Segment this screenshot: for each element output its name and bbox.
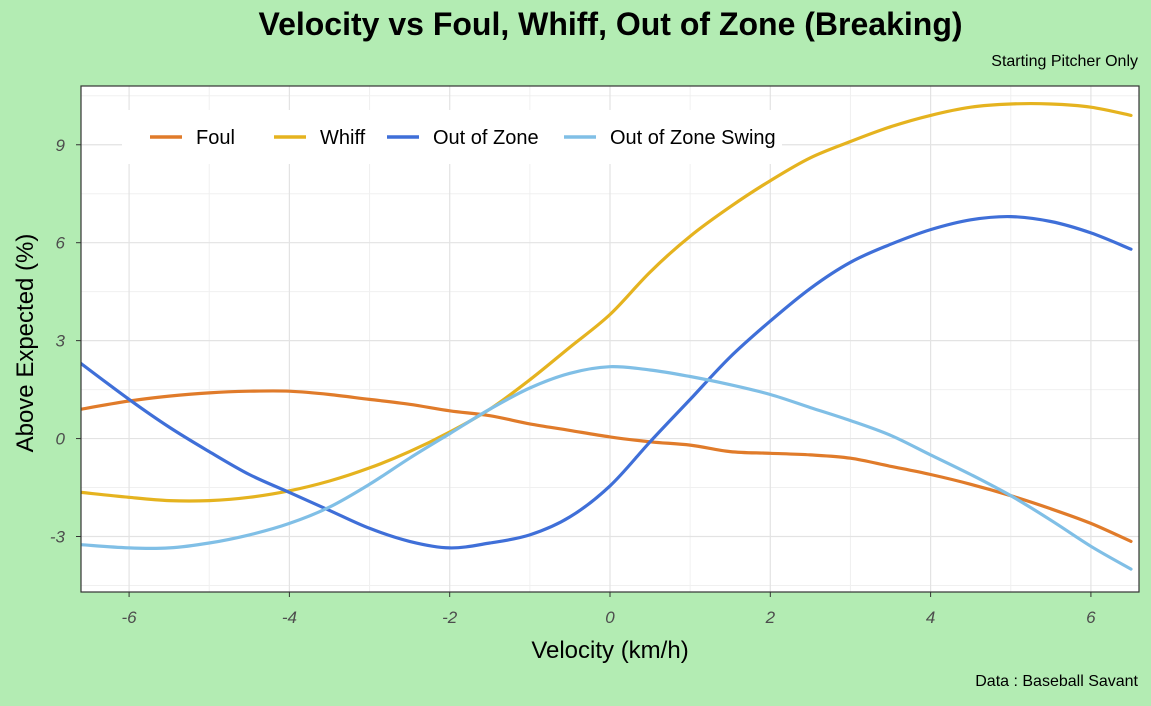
series-line-foul [81, 389, 1133, 543]
x-axis-title: Velocity (km/h) [531, 637, 688, 664]
chart-caption: Data : Baseball Savant [975, 673, 1138, 690]
series-line-whiff [81, 101, 1133, 503]
x-tick-label: 2 [765, 608, 776, 627]
legend-label-out-of-zone-swing: Out of Zone Swing [610, 127, 776, 149]
legend-label-out-of-zone: Out of Zone [433, 127, 539, 149]
y-tick-label: 9 [56, 136, 66, 155]
y-tick-label: 6 [56, 234, 66, 253]
x-tick-label: -2 [442, 608, 458, 627]
chart-subtitle: Starting Pitcher Only [991, 53, 1138, 70]
x-tick-label: 0 [605, 608, 615, 627]
x-tick-label: -4 [282, 608, 297, 627]
legend-label-foul: Foul [196, 127, 235, 149]
series-line-out-of-zone-swing [81, 365, 1133, 571]
y-tick-label: 0 [56, 430, 66, 449]
legend-box [122, 110, 782, 164]
y-axis-title: Above Expected (%) [12, 234, 39, 453]
legend-label-whiff: Whiff [320, 127, 366, 149]
x-tick-label: -6 [122, 608, 138, 627]
x-tick-label: 4 [926, 608, 935, 627]
series-line-out-of-zone [81, 214, 1133, 550]
y-tick-label: 3 [56, 332, 66, 351]
y-tick-label: -3 [50, 528, 66, 547]
x-tick-label: 6 [1086, 608, 1096, 627]
chart-title: Velocity vs Foul, Whiff, Out of Zone (Br… [258, 6, 963, 42]
